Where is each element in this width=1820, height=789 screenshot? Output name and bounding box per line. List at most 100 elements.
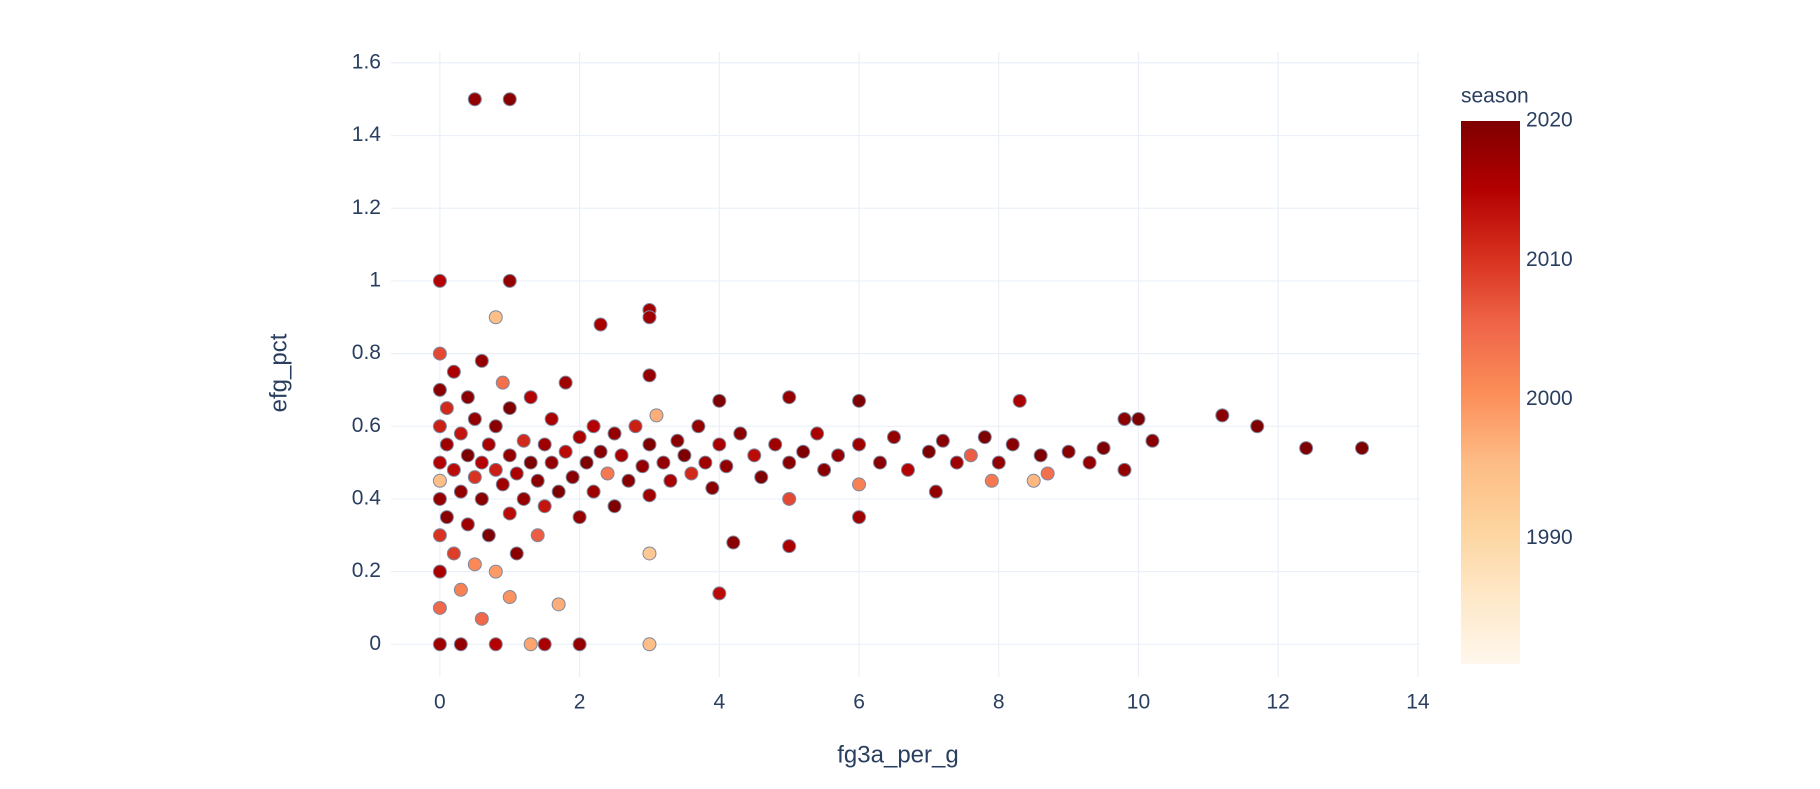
colorbar (1461, 121, 1520, 664)
point (481, 528, 496, 543)
x-tick-label: 10 (1127, 691, 1150, 714)
point (984, 473, 999, 488)
point (900, 462, 915, 477)
y-tick-label: 1.4 (352, 123, 382, 146)
point (726, 535, 741, 550)
point (467, 412, 482, 427)
point (886, 430, 901, 445)
point (579, 455, 594, 470)
point (439, 401, 454, 416)
point (488, 564, 503, 579)
point (502, 401, 517, 416)
point (474, 353, 489, 368)
point (432, 564, 447, 579)
point (453, 637, 468, 652)
point (677, 448, 692, 463)
point (649, 408, 664, 423)
point (432, 419, 447, 434)
y-tick-label: 1.6 (352, 50, 381, 73)
point (474, 491, 489, 506)
x-tick-label: 4 (713, 691, 725, 714)
markers (432, 92, 1370, 652)
point (852, 510, 867, 525)
point (691, 419, 706, 434)
point (635, 459, 650, 474)
x-axis-title: fg3a_per_g (837, 741, 958, 768)
point (516, 491, 531, 506)
point (949, 455, 964, 470)
point (551, 484, 566, 499)
point (1215, 408, 1230, 423)
point (495, 477, 510, 492)
point (852, 393, 867, 408)
point (935, 433, 950, 448)
point (432, 382, 447, 397)
point (467, 557, 482, 572)
point (977, 430, 992, 445)
point (712, 437, 727, 452)
x-tick-label: 14 (1406, 691, 1430, 714)
x-tick-label: 6 (853, 691, 865, 714)
point (467, 92, 482, 107)
point (586, 419, 601, 434)
point (768, 437, 783, 452)
point (523, 455, 538, 470)
colorbar-tick-label: 2000 (1526, 387, 1573, 410)
point (1082, 455, 1097, 470)
point (432, 491, 447, 506)
point (656, 455, 671, 470)
point (852, 437, 867, 452)
point (928, 484, 943, 499)
point (1250, 419, 1265, 434)
y-tick-label: 0.2 (352, 559, 381, 582)
point (572, 430, 587, 445)
point (754, 470, 769, 485)
point (1005, 437, 1020, 452)
y-tick-label: 0 (369, 632, 381, 655)
y-axis-title: efg_pct (265, 333, 292, 412)
point (1117, 462, 1132, 477)
point (516, 433, 531, 448)
point (852, 477, 867, 492)
point (698, 455, 713, 470)
point (963, 448, 978, 463)
point (1145, 433, 1160, 448)
point (439, 510, 454, 525)
point (453, 582, 468, 597)
point (502, 273, 517, 288)
point (782, 390, 797, 405)
point (460, 517, 475, 532)
y-tick-label: 1.2 (352, 196, 381, 219)
point (488, 310, 503, 325)
point (460, 448, 475, 463)
point (1117, 412, 1132, 427)
point (453, 484, 468, 499)
colorbar-tick-label: 2020 (1526, 109, 1573, 132)
point (446, 462, 461, 477)
point (572, 637, 587, 652)
point (1012, 393, 1027, 408)
point (817, 462, 832, 477)
point (782, 539, 797, 554)
x-tick-label: 0 (434, 691, 446, 714)
point (831, 448, 846, 463)
point (719, 459, 734, 474)
point (432, 346, 447, 361)
point (432, 528, 447, 543)
x-tick-label: 8 (993, 691, 1005, 714)
point (502, 448, 517, 463)
point (782, 455, 797, 470)
point (432, 600, 447, 615)
point (572, 510, 587, 525)
colorbar-tick-label: 1990 (1526, 526, 1573, 549)
point (705, 481, 720, 496)
point (607, 499, 622, 514)
point (474, 611, 489, 626)
point (502, 92, 517, 107)
point (446, 364, 461, 379)
point (432, 455, 447, 470)
point (537, 437, 552, 452)
point (530, 528, 545, 543)
